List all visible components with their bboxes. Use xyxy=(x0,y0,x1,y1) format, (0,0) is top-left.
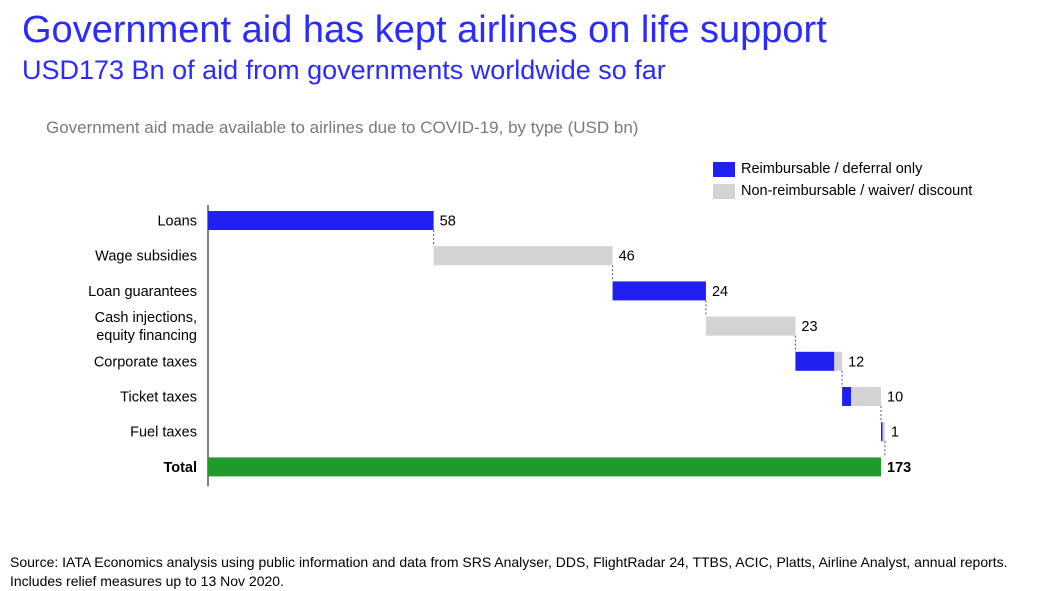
data-label: 58 xyxy=(440,214,456,230)
bar-non-reimbursable xyxy=(433,246,613,266)
legend-label-non-reimbursable: Non-reimbursable / waiver/ discount xyxy=(741,183,973,199)
data-label: 23 xyxy=(801,319,817,335)
category-label-line: equity financing xyxy=(96,328,197,344)
legend-item-reimbursable: Reimbursable / deferral only xyxy=(713,158,972,180)
category-label: Corporate taxes xyxy=(94,354,197,370)
page-subtitle: USD173 Bn of aid from governments worldw… xyxy=(22,55,666,85)
category-label: Wage subsidies xyxy=(95,249,197,265)
bar-reimbursable xyxy=(612,281,706,301)
bar-non-reimbursable xyxy=(834,351,843,371)
category-label: Fuel taxes xyxy=(130,425,197,441)
data-label: 12 xyxy=(848,354,864,370)
chart-legend: Reimbursable / deferral only Non-reimbur… xyxy=(713,158,972,202)
category-label: Ticket taxes xyxy=(120,390,197,406)
bar-reimbursable xyxy=(208,211,434,230)
bar-non-reimbursable xyxy=(851,387,881,406)
chart-title: Government aid made available to airline… xyxy=(46,118,639,137)
category-label: Loan guarantees xyxy=(88,284,197,300)
data-label: 10 xyxy=(887,390,903,406)
data-label: 46 xyxy=(619,249,635,265)
data-label: 173 xyxy=(887,460,911,476)
bar-non-reimbursable xyxy=(882,422,885,442)
legend-swatch-reimbursable xyxy=(713,161,735,177)
bar-total xyxy=(208,457,881,477)
page-title: Government aid has kept airlines on life… xyxy=(22,9,827,51)
data-label: 24 xyxy=(712,284,728,300)
category-label: Cash injections, equity financing xyxy=(95,310,197,344)
bar-reimbursable xyxy=(795,351,835,371)
legend-label-reimbursable: Reimbursable / deferral only xyxy=(741,161,923,177)
legend-swatch-non-reimbursable xyxy=(713,183,735,199)
bar-reimbursable xyxy=(881,422,883,442)
bar-non-reimbursable xyxy=(705,316,796,336)
source-note: Source: IATA Economics analysis using pu… xyxy=(10,554,1008,589)
category-label-line: Cash injections, xyxy=(95,310,197,326)
data-label: 1 xyxy=(891,425,899,441)
legend-item-non-reimbursable: Non-reimbursable / waiver/ discount xyxy=(713,180,972,202)
bar-reimbursable xyxy=(842,387,852,406)
category-label: Loans xyxy=(157,214,197,230)
category-label: Total xyxy=(163,460,197,476)
